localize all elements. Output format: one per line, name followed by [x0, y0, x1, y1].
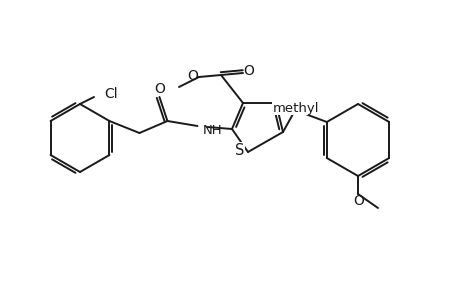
Text: methyl: methyl: [294, 105, 299, 106]
Text: O: O: [154, 82, 164, 96]
Text: S: S: [235, 142, 244, 158]
Text: O: O: [243, 64, 254, 78]
Text: O: O: [353, 194, 364, 208]
Text: Cl: Cl: [104, 87, 118, 101]
Text: methyl: methyl: [272, 101, 319, 115]
Text: O: O: [187, 69, 198, 83]
Text: NH: NH: [202, 124, 222, 136]
